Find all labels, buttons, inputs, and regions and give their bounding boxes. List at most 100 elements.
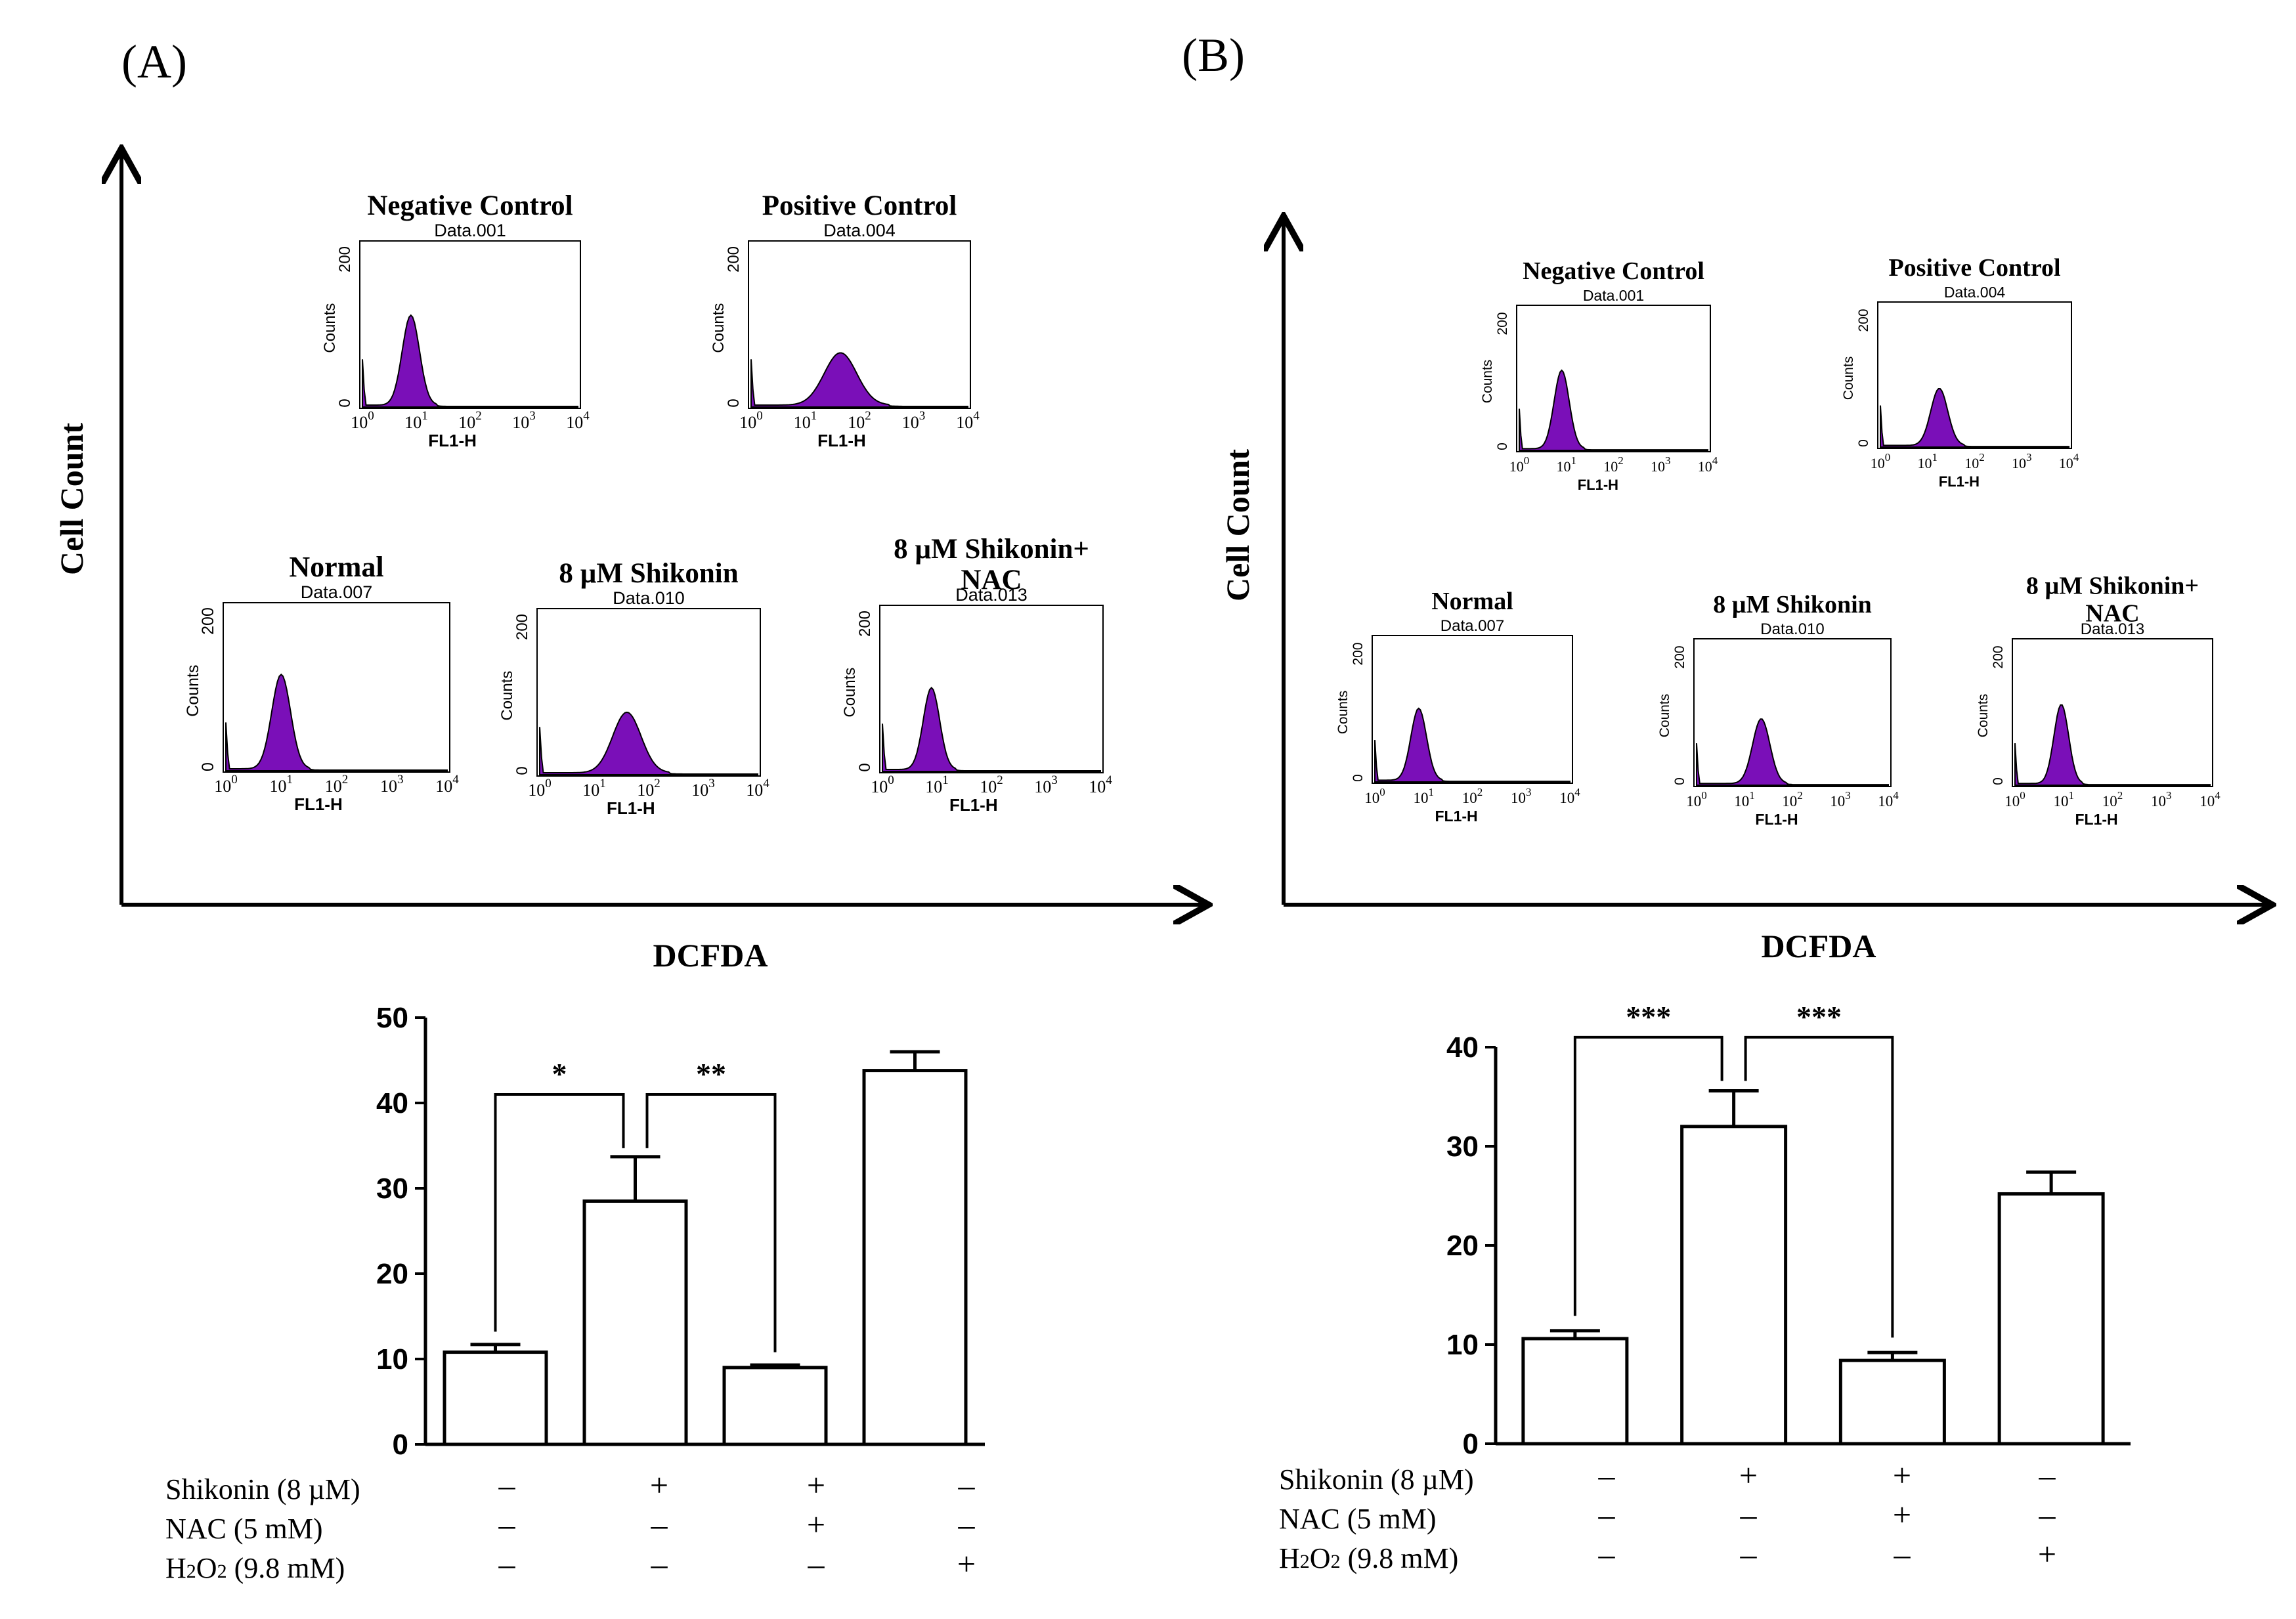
histogram-title: Negative Control bbox=[367, 190, 573, 221]
x-axis-title: DCFDA bbox=[653, 937, 768, 974]
treatment-mark: – bbox=[651, 1506, 668, 1543]
treatment-mark: – bbox=[498, 1467, 516, 1503]
x-tick-label: 102 bbox=[1782, 789, 1803, 810]
x-tick-label: 103 bbox=[1830, 789, 1851, 810]
treatment-label: H2O2 (9.8 mM) bbox=[165, 1552, 345, 1584]
x-axis-label: FL1-H bbox=[428, 431, 477, 450]
x-tick-label: 102 bbox=[458, 409, 482, 432]
treatment-mark: – bbox=[651, 1545, 668, 1582]
x-tick-label: 100 bbox=[1364, 786, 1385, 806]
sample-label: Data.013 bbox=[2081, 620, 2144, 638]
x-tick-label: 101 bbox=[2054, 789, 2075, 810]
x-tick-label: 102 bbox=[637, 777, 661, 800]
y-axis-label: Counts bbox=[710, 303, 727, 353]
x-axis-label: FL1-H bbox=[949, 795, 998, 815]
x-tick-label: 104 bbox=[435, 773, 459, 796]
panel-label: (A) bbox=[121, 35, 187, 88]
y-axis-label: Counts bbox=[184, 665, 202, 717]
histogram-frame bbox=[1372, 635, 1573, 784]
significance-label: *** bbox=[1626, 1000, 1671, 1033]
histogram-frame bbox=[359, 240, 581, 409]
treatment-mark: + bbox=[1893, 1457, 1911, 1494]
treatment-mark: – bbox=[808, 1545, 825, 1582]
y-tick-label: 40 bbox=[376, 1087, 408, 1119]
x-tick-label: 100 bbox=[528, 777, 552, 800]
sample-label: Data.001 bbox=[434, 221, 506, 240]
x-tick-label: 103 bbox=[2012, 451, 2032, 471]
histogram-curve bbox=[882, 687, 1101, 772]
treatment-mark: – bbox=[498, 1545, 516, 1582]
x-axis-label: FL1-H bbox=[607, 798, 655, 818]
y-tick-label: 0 bbox=[725, 399, 743, 407]
treatment-mark: – bbox=[1598, 1457, 1616, 1494]
treatment-label: Shikonin (8 µM) bbox=[1279, 1463, 1474, 1496]
histogram-frame bbox=[1877, 301, 2072, 449]
y-tick-label: 200 bbox=[1991, 645, 2006, 668]
sample-label: Data.001 bbox=[1583, 287, 1644, 304]
sample-label: Data.013 bbox=[955, 585, 1028, 605]
y-tick-label: 0 bbox=[856, 763, 874, 771]
y-tick-label: 10 bbox=[1446, 1329, 1479, 1361]
x-tick-label: 100 bbox=[2004, 789, 2025, 810]
histogram-title: 8 µM Shikonin+ bbox=[2026, 572, 2199, 600]
treatment-mark: + bbox=[650, 1467, 668, 1503]
histogram-curve bbox=[539, 711, 758, 775]
x-tick-label: 101 bbox=[582, 777, 606, 800]
x-tick-label: 101 bbox=[1918, 451, 1938, 471]
treatment-mark: – bbox=[1740, 1496, 1758, 1533]
x-tick-label: 103 bbox=[380, 773, 404, 796]
treatment-mark: – bbox=[958, 1506, 976, 1543]
treatment-label: NAC (5 mM) bbox=[165, 1513, 323, 1545]
x-tick-label: 100 bbox=[351, 409, 374, 432]
significance-label: *** bbox=[1796, 1000, 1842, 1033]
x-tick-label: 103 bbox=[2151, 789, 2172, 810]
y-tick-label: 200 bbox=[336, 246, 354, 272]
x-axis-label: FL1-H bbox=[1939, 473, 1980, 490]
treatment-mark: – bbox=[1894, 1536, 1911, 1572]
panel-label: (B) bbox=[1182, 29, 1245, 81]
x-tick-label: 102 bbox=[980, 773, 1003, 796]
y-tick-label: 20 bbox=[376, 1258, 408, 1290]
x-tick-label: 103 bbox=[1651, 454, 1671, 475]
y-axis-label: Counts bbox=[1841, 356, 1856, 400]
x-tick-label: 104 bbox=[1089, 773, 1112, 796]
x-tick-label: 101 bbox=[270, 773, 293, 796]
y-axis-title: Cell Count bbox=[53, 423, 90, 575]
treatment-mark: + bbox=[807, 1467, 825, 1503]
significance-bracket bbox=[494, 1093, 625, 1332]
x-tick-label: 101 bbox=[1734, 789, 1755, 810]
treatment-mark: – bbox=[1598, 1536, 1616, 1572]
y-tick-label: 0 bbox=[1463, 1428, 1479, 1460]
y-axis-label: Counts bbox=[1657, 694, 1672, 738]
x-tick-label: 100 bbox=[871, 773, 894, 796]
y-tick-label: 0 bbox=[1351, 774, 1366, 782]
treatment-table: Shikonin (8 µM) – + + –NAC (5 mM) – – + –H2O2 (9… bbox=[165, 1467, 976, 1584]
y-tick-label: 200 bbox=[725, 246, 743, 272]
bar bbox=[862, 1069, 968, 1446]
x-tick-label: 101 bbox=[794, 409, 817, 432]
histogram-title: Negative Control bbox=[1523, 257, 1704, 285]
y-axis-label: Counts bbox=[1335, 691, 1351, 735]
y-tick-label: 10 bbox=[376, 1343, 408, 1375]
x-tick-label: 102 bbox=[2102, 789, 2123, 810]
x-axis-title: DCFDA bbox=[1762, 928, 1876, 964]
significance-bracket bbox=[1744, 1035, 1894, 1338]
x-axis-label: FL1-H bbox=[1435, 808, 1478, 825]
histogram-frame bbox=[879, 605, 1104, 773]
x-tick-label: 104 bbox=[2059, 451, 2079, 471]
x-tick-label: 100 bbox=[214, 773, 238, 796]
treatment-label: H2O2 (9.8 mM) bbox=[1279, 1542, 1458, 1574]
y-tick-label: 40 bbox=[1446, 1031, 1479, 1064]
x-axis-label: FL1-H bbox=[294, 794, 343, 814]
y-tick-label: 0 bbox=[1856, 439, 1871, 447]
x-tick-label: 104 bbox=[566, 409, 590, 432]
y-tick-label: 200 bbox=[1351, 642, 1366, 665]
